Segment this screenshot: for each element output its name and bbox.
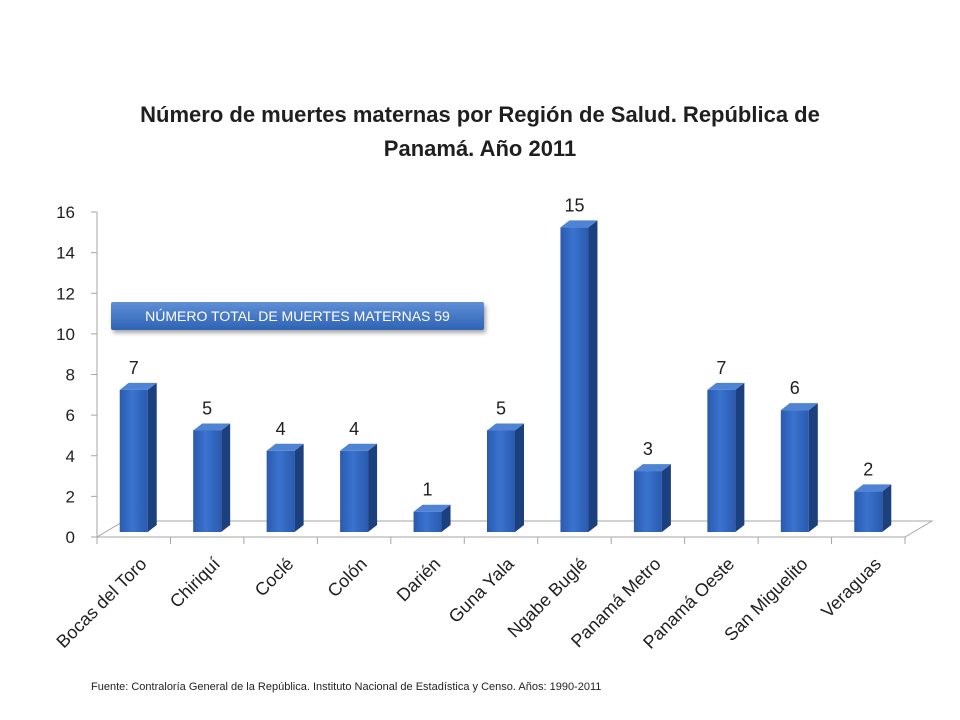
bar [340, 443, 378, 532]
y-tick-label: 6 [66, 406, 75, 425]
y-tick-label: 12 [56, 284, 75, 303]
bar-front [707, 389, 736, 532]
data-label: 3 [643, 439, 653, 459]
y-tick-label: 2 [66, 487, 75, 506]
category-label: Chiriquí [166, 554, 224, 612]
bar-front [340, 450, 369, 532]
category-label: Darién [393, 554, 445, 606]
bar-top [560, 220, 598, 228]
bar-top [780, 403, 818, 411]
y-tick-label: 14 [56, 244, 75, 263]
bar-top [707, 382, 745, 390]
bar-front [193, 430, 222, 532]
data-label: 7 [129, 358, 139, 378]
bar-side [661, 464, 671, 532]
bar [560, 220, 598, 532]
bar-side [147, 382, 157, 532]
category-label: Guna Yala [445, 553, 519, 627]
y-tick-label: 4 [66, 447, 75, 466]
chart-title: Número de muertes maternas por Región de… [140, 102, 820, 161]
bar-front [854, 491, 883, 532]
bar [633, 464, 671, 532]
data-label: 15 [564, 195, 584, 215]
data-label: 4 [276, 419, 286, 439]
total-annotation-box: NÚMERO TOTAL DE MUERTES MATERNAS 59 [111, 302, 484, 330]
bar-side [221, 423, 231, 532]
bar-top [633, 464, 671, 472]
bar [707, 382, 745, 532]
bar-front [266, 450, 295, 532]
y-tick-label: 10 [56, 325, 75, 344]
data-label: 5 [202, 398, 212, 418]
data-label: 7 [716, 358, 726, 378]
bar [780, 403, 818, 532]
data-label: 6 [790, 378, 800, 398]
bar-top [266, 443, 304, 451]
bar [119, 382, 157, 532]
bar-side [882, 484, 892, 532]
bar-side [368, 443, 378, 532]
y-tick-label: 8 [66, 366, 75, 385]
bar-side [441, 504, 451, 532]
bar-top [340, 443, 378, 451]
bar-side [515, 423, 524, 532]
bar-front [119, 389, 148, 532]
data-label: 5 [496, 398, 506, 418]
bar-front [633, 471, 662, 532]
bar-front [780, 410, 809, 532]
bar-front [413, 511, 442, 532]
bar-top [193, 423, 231, 431]
bar-front [487, 430, 515, 532]
source-note: Fuente: Contraloría General de la Repúbl… [91, 681, 602, 693]
category-label: Bocas del Toro [52, 554, 150, 652]
bar-top [854, 484, 892, 492]
category-label: Veraguas [817, 554, 885, 622]
y-tick-label: 0 [66, 528, 75, 547]
data-label: 1 [423, 480, 433, 500]
bar-side [294, 443, 304, 532]
bar-top [413, 504, 451, 512]
bars [119, 220, 892, 532]
bar [413, 504, 451, 532]
category-label: Colón [324, 554, 371, 601]
axes [91, 211, 934, 544]
bar [854, 484, 892, 532]
data-label: 4 [349, 419, 359, 439]
chart-floor [95, 520, 934, 538]
bar [487, 423, 524, 532]
data-label: 2 [863, 459, 873, 479]
bar [266, 443, 304, 532]
bar-side [735, 382, 745, 532]
bar-side [808, 403, 818, 532]
bar-front [560, 227, 589, 532]
category-label: Coclé [251, 554, 298, 601]
bar-top [119, 382, 157, 390]
bar [193, 423, 231, 532]
bar-top [487, 423, 524, 431]
y-tick-label: 16 [56, 203, 75, 222]
bar-side [588, 220, 598, 532]
